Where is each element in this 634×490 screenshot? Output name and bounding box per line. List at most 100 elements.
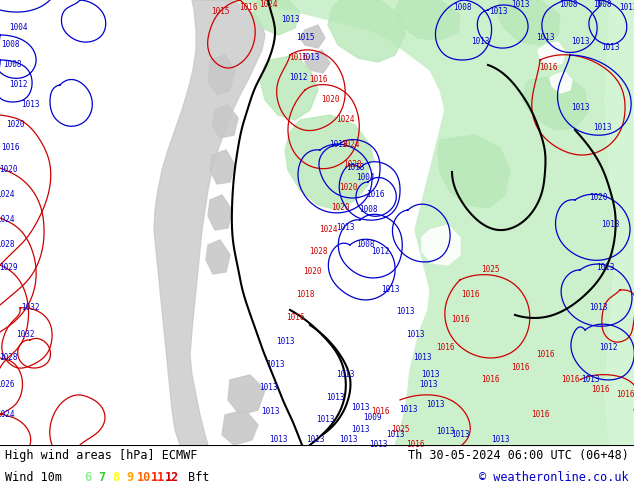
Polygon shape xyxy=(212,105,238,138)
Text: 1012: 1012 xyxy=(598,343,618,352)
Text: 1016: 1016 xyxy=(591,386,609,394)
Text: 1013: 1013 xyxy=(601,220,619,229)
Text: 1020: 1020 xyxy=(0,166,17,174)
Text: 1016: 1016 xyxy=(481,375,499,385)
Text: 1013: 1013 xyxy=(396,307,414,317)
Text: 1013: 1013 xyxy=(406,330,424,340)
Text: 8: 8 xyxy=(112,471,120,485)
Text: 1008: 1008 xyxy=(356,241,374,249)
Polygon shape xyxy=(538,42,565,66)
Text: High wind areas [hPa] ECMWF: High wind areas [hPa] ECMWF xyxy=(5,449,197,463)
Polygon shape xyxy=(522,75,588,130)
Polygon shape xyxy=(395,0,460,40)
Text: 1032: 1032 xyxy=(21,303,39,313)
Text: 1015: 1015 xyxy=(295,33,314,43)
Text: 1026: 1026 xyxy=(0,380,14,390)
Text: 1013: 1013 xyxy=(269,436,287,444)
Text: 1013: 1013 xyxy=(536,33,554,43)
Text: 1013: 1013 xyxy=(306,436,324,444)
Text: 1013: 1013 xyxy=(471,38,489,47)
Text: 1013: 1013 xyxy=(581,375,599,385)
Text: 1016: 1016 xyxy=(309,75,327,84)
Text: 1013: 1013 xyxy=(451,430,469,440)
Text: 6: 6 xyxy=(84,471,91,485)
Text: 1013: 1013 xyxy=(329,141,347,149)
Polygon shape xyxy=(368,155,418,204)
Text: 1016: 1016 xyxy=(616,391,634,399)
Text: 1016: 1016 xyxy=(451,316,469,324)
Text: 1016: 1016 xyxy=(560,375,579,385)
Text: 1028: 1028 xyxy=(0,353,17,363)
Text: 1013: 1013 xyxy=(571,38,589,47)
Text: 1016: 1016 xyxy=(239,3,257,13)
Polygon shape xyxy=(206,240,230,274)
Text: 1013: 1013 xyxy=(351,403,369,413)
Text: 1013: 1013 xyxy=(261,407,279,416)
Text: 1013: 1013 xyxy=(346,164,365,172)
Text: 9: 9 xyxy=(126,471,134,485)
Text: 1013: 1013 xyxy=(399,405,417,415)
Text: 1013: 1013 xyxy=(491,436,509,444)
Text: 1032: 1032 xyxy=(16,330,34,340)
Text: 1016: 1016 xyxy=(461,291,479,299)
Polygon shape xyxy=(222,410,258,445)
Text: Wind 10m: Wind 10m xyxy=(5,471,62,485)
Text: 1024: 1024 xyxy=(0,411,14,419)
Text: 1008: 1008 xyxy=(559,0,577,9)
Text: 7: 7 xyxy=(98,471,106,485)
Text: 1013: 1013 xyxy=(301,53,320,63)
Text: 1013: 1013 xyxy=(336,370,354,379)
Text: 1024: 1024 xyxy=(0,216,14,224)
Text: 1008: 1008 xyxy=(3,60,22,70)
Text: 1018: 1018 xyxy=(295,291,314,299)
Text: 1009: 1009 xyxy=(363,414,381,422)
Text: 1004: 1004 xyxy=(9,24,27,32)
Text: 1015: 1015 xyxy=(210,7,230,17)
Text: 1024: 1024 xyxy=(259,0,277,9)
Text: 1013: 1013 xyxy=(259,384,277,392)
Text: 1013: 1013 xyxy=(418,380,437,390)
Text: 1013: 1013 xyxy=(571,103,589,113)
Text: 1020: 1020 xyxy=(321,96,339,104)
Text: 1012: 1012 xyxy=(371,247,389,256)
Text: 1029: 1029 xyxy=(0,264,17,272)
Text: 1013: 1013 xyxy=(326,393,344,402)
Text: 1024: 1024 xyxy=(336,116,354,124)
Polygon shape xyxy=(550,72,572,93)
Polygon shape xyxy=(305,50,330,73)
Text: 1013: 1013 xyxy=(589,303,607,313)
Text: 1012: 1012 xyxy=(288,74,307,82)
Text: 1020: 1020 xyxy=(303,268,321,276)
Text: 1013: 1013 xyxy=(21,100,39,109)
Text: 1025: 1025 xyxy=(481,266,499,274)
Text: 1028: 1028 xyxy=(0,241,14,249)
Text: 1016: 1016 xyxy=(511,364,529,372)
Text: 1013: 1013 xyxy=(369,441,387,449)
Polygon shape xyxy=(208,195,232,230)
Text: © weatheronline.co.uk: © weatheronline.co.uk xyxy=(479,471,629,485)
Polygon shape xyxy=(300,25,325,48)
Text: Th 30-05-2024 06:00 UTC (06+48): Th 30-05-2024 06:00 UTC (06+48) xyxy=(408,449,629,463)
Text: 12: 12 xyxy=(165,471,179,485)
Text: 1016: 1016 xyxy=(286,314,304,322)
Text: 1024: 1024 xyxy=(340,141,359,149)
Text: 1012: 1012 xyxy=(9,80,27,90)
Text: 11: 11 xyxy=(151,471,165,485)
Text: 1004: 1004 xyxy=(356,173,374,182)
Polygon shape xyxy=(605,0,634,445)
Polygon shape xyxy=(252,0,300,35)
Text: 1013: 1013 xyxy=(281,16,299,24)
Text: 1016: 1016 xyxy=(288,53,307,63)
Text: 1008: 1008 xyxy=(593,0,611,9)
Polygon shape xyxy=(260,55,318,120)
Text: 1016: 1016 xyxy=(531,411,549,419)
Text: 1025: 1025 xyxy=(391,425,410,435)
Text: 1028: 1028 xyxy=(343,160,361,170)
Text: 1013: 1013 xyxy=(426,400,444,410)
Polygon shape xyxy=(422,225,460,265)
Text: 1028: 1028 xyxy=(309,247,327,256)
Polygon shape xyxy=(496,0,560,45)
Text: 1008: 1008 xyxy=(1,41,19,49)
Text: 1020: 1020 xyxy=(6,121,24,129)
Text: 1024: 1024 xyxy=(319,225,337,234)
